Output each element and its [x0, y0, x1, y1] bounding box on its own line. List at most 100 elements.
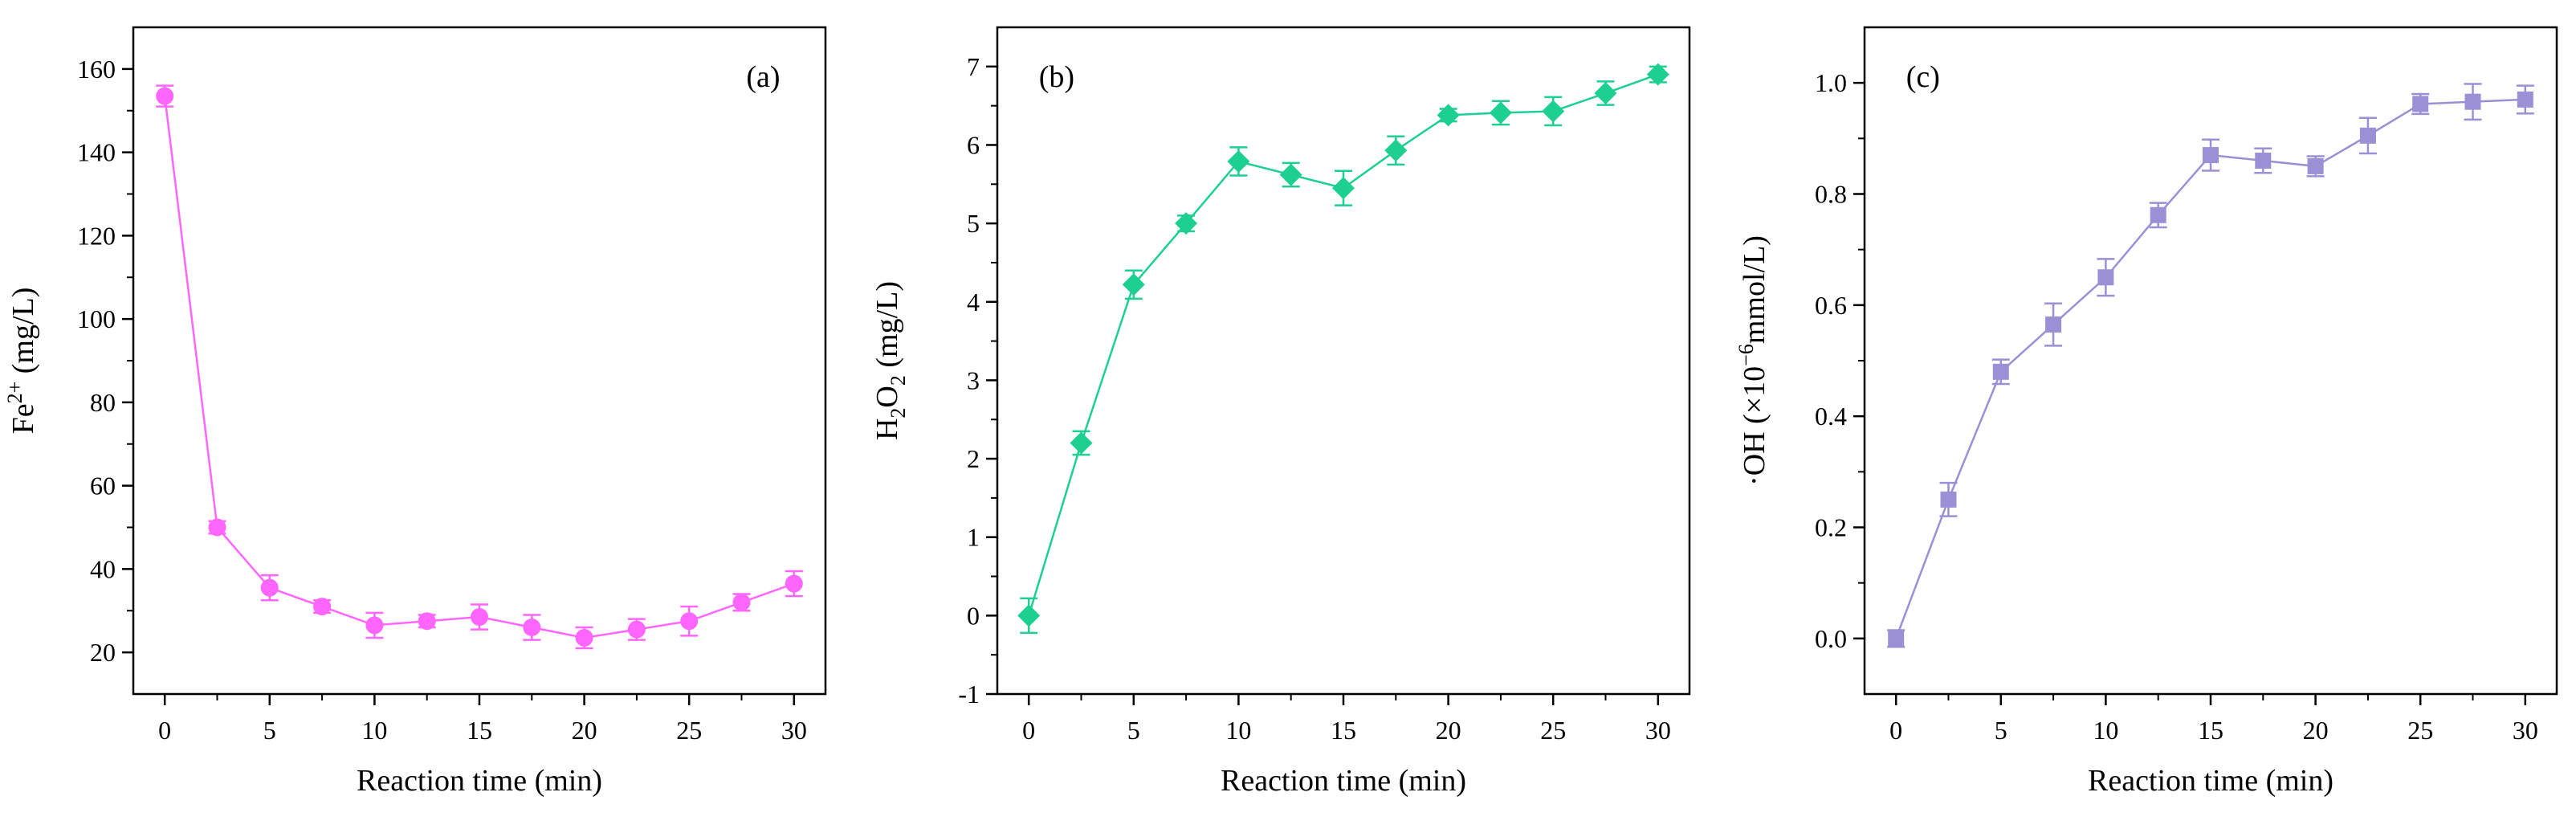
data-point: [1888, 630, 1905, 647]
x-tick-label: 25: [2407, 716, 2433, 745]
y-tick-label: 0.6: [1815, 291, 1847, 320]
series-line: [163, 96, 795, 639]
y-tick-label: -1: [958, 680, 980, 708]
data-point: [1017, 604, 1041, 627]
y-axis-title-part: (mg/L): [870, 281, 904, 375]
x-tick-label: 15: [1331, 716, 1356, 745]
plot-frame: [132, 26, 827, 696]
series-line: [1027, 73, 1659, 616]
y-axis-title-part: mmol/L): [1738, 235, 1771, 344]
data-point: [418, 612, 436, 631]
panel-label: (b): [1039, 60, 1074, 94]
data-point: [2359, 127, 2376, 144]
data-point: [1175, 212, 1198, 235]
y-axis-title-sub: 2: [887, 375, 910, 386]
y-tick-label: 2: [967, 444, 980, 473]
y-tick-label: 100: [77, 304, 116, 333]
data-point: [1489, 101, 1512, 125]
x-tick-label: 5: [1995, 716, 2007, 745]
y-axis-title-part: ·OH (×10: [1738, 366, 1771, 486]
x-axis-title: Reaction time (min): [1221, 764, 1466, 798]
data-point: [1122, 273, 1145, 296]
x-tick-label: 30: [1645, 716, 1671, 745]
y-tick-label: 3: [967, 365, 980, 394]
y-tick-label: 0.8: [1815, 180, 1847, 209]
x-tick-label: 20: [572, 716, 597, 745]
y-tick-label: 5: [967, 209, 980, 238]
data-point: [1437, 104, 1460, 127]
x-tick-label: 0: [158, 716, 171, 745]
data-point: [2464, 93, 2481, 110]
data-point: [1279, 163, 1302, 186]
y-tick-label: 0.2: [1815, 513, 1847, 542]
x-tick-label: 10: [2093, 716, 2118, 745]
x-axis-title: Reaction time (min): [357, 764, 602, 798]
data-point: [2203, 147, 2219, 164]
panel-2: 0 5 10 15 20 25 30 -1 0 1 2 3 4 5 6 7 Reaction time (min…: [870, 26, 1691, 798]
y-axis-title-sup: −6: [1734, 344, 1758, 366]
data-point: [365, 616, 384, 635]
x-tick-label: 5: [1127, 716, 1140, 745]
y-tick-label: 0: [967, 601, 980, 630]
x-tick-label: 25: [676, 716, 702, 745]
x-tick-label: 0: [1889, 716, 1902, 745]
y-axis-title: ·OH (×10−6mmol/L): [1734, 235, 1771, 486]
y-tick-label: 1: [967, 523, 980, 552]
y-tick-label: 140: [77, 138, 116, 167]
x-tick-label: 15: [467, 716, 492, 745]
y-axis-title-part: (mg/L): [6, 288, 40, 382]
data-point: [680, 612, 699, 631]
x-tick-label: 0: [1022, 716, 1035, 745]
x-tick-label: 20: [1436, 716, 1461, 745]
data-point: [785, 574, 803, 593]
x-tick-label: 15: [2198, 716, 2223, 745]
y-axis-title-sup: 2+: [3, 382, 26, 404]
data-point: [732, 593, 751, 611]
plot-frame: [1863, 26, 2558, 696]
data-point: [1992, 363, 2009, 380]
data-point: [208, 518, 226, 537]
data-point: [2045, 316, 2062, 333]
y-axis-title-part: H: [870, 419, 904, 440]
data-point: [2255, 153, 2272, 169]
y-axis-title: Fe2+ (mg/L): [3, 288, 40, 435]
y-tick-label: 0.0: [1815, 624, 1847, 653]
data-point: [1940, 491, 1957, 508]
y-tick-label: 6: [967, 130, 980, 159]
y-tick-label: 120: [77, 221, 116, 250]
data-point: [2307, 157, 2324, 174]
y-tick-label: 7: [967, 52, 980, 81]
data-point: [156, 87, 174, 105]
data-point: [2412, 96, 2429, 112]
series-line: [1895, 98, 2525, 639]
y-axis-title-part: Fe: [6, 403, 40, 434]
panel-label: (a): [746, 60, 780, 94]
panel-label: (c): [1906, 60, 1940, 94]
x-axis-title: Reaction time (min): [2088, 764, 2333, 798]
data-point: [1227, 149, 1250, 173]
data-point: [1384, 139, 1408, 162]
x-tick-label: 10: [361, 716, 387, 745]
y-tick-label: 4: [967, 288, 980, 316]
y-tick-label: 40: [90, 554, 116, 583]
x-tick-label: 5: [263, 716, 276, 745]
y-tick-label: 20: [90, 638, 116, 667]
panel-3: 0 5 10 15 20 25 30 0.0 0.2 0.4 0.6 0.8 1.0 Reaction t…: [1734, 26, 2558, 798]
y-tick-label: 1.0: [1815, 68, 1847, 97]
y-axis-title: H2O2 (mg/L): [870, 281, 910, 440]
data-point: [313, 598, 332, 616]
y-tick-label: 0.4: [1815, 402, 1847, 431]
data-point: [2097, 269, 2114, 286]
x-tick-label: 10: [1225, 716, 1251, 745]
y-axis-title-part: O: [870, 386, 904, 407]
data-point: [1332, 177, 1355, 200]
x-tick-label: 30: [781, 716, 807, 745]
data-point: [575, 628, 593, 647]
data-point: [1542, 100, 1565, 123]
data-point: [523, 619, 541, 636]
data-point: [260, 578, 279, 597]
plot-frame: [996, 26, 1691, 696]
data-point: [1070, 431, 1093, 455]
data-point: [1594, 82, 1617, 105]
